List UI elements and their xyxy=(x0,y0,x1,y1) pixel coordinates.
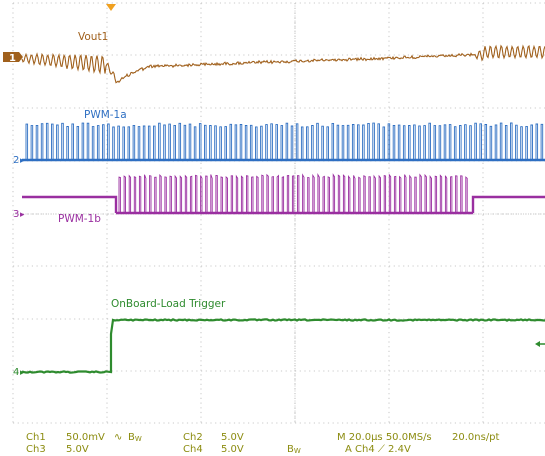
ch2-trace-label: PWM-1a xyxy=(84,109,127,121)
status-readout: Ch1 50.0mV ∿ BW Ch2 5.0V M 20.0µs 50.0MS… xyxy=(26,432,500,455)
ch3-pwm-1b-trace xyxy=(22,173,545,215)
ch3-pulses xyxy=(118,173,468,213)
trigger-readout: A Ch4 ⟋ 2.4V xyxy=(345,444,411,455)
ch2-marker-number: 2 xyxy=(13,155,19,166)
ch4-scale: 5.0V xyxy=(221,444,244,455)
ch4-marker-number: 4 xyxy=(13,367,19,378)
ch3-trace-label: PWM-1b xyxy=(58,213,101,225)
ch1-name: Ch1 xyxy=(26,432,46,443)
ch2-pwm-1a-trace xyxy=(22,122,545,162)
ch2-ground-marker[interactable]: 2 ▸ xyxy=(13,155,25,166)
ch2-marker-arrow-icon: ▸ xyxy=(20,156,25,166)
trigger-position-marker[interactable] xyxy=(106,4,116,11)
ch3-scale: 5.0V xyxy=(66,444,89,455)
timebase-readout: M 20.0µs 50.0MS/s xyxy=(337,432,432,443)
ch3-ground-marker[interactable]: 3 ▸ xyxy=(13,209,25,220)
ch1-ground-marker[interactable]: 1 xyxy=(3,52,23,64)
trigger-level-marker[interactable] xyxy=(535,341,545,347)
ch4-marker-arrow-icon: ▸ xyxy=(20,368,25,378)
ch3-marker-arrow-icon: ▸ xyxy=(20,210,25,220)
ch1-marker-number: 1 xyxy=(9,53,16,64)
ch3-name: Ch3 xyxy=(26,444,46,455)
ch2-scale: 5.0V xyxy=(221,432,244,443)
ch4-bandwidth-limit-icon: BW xyxy=(287,444,301,455)
ch2-name: Ch2 xyxy=(183,432,203,443)
ch3-high-after xyxy=(471,195,545,213)
ch3-high-before xyxy=(22,195,118,213)
ch2-pulses xyxy=(25,122,544,160)
resolution-readout: 20.0ns/pt xyxy=(452,432,500,443)
ch1-trace-label: Vout1 xyxy=(78,31,108,43)
ch4-name: Ch4 xyxy=(183,444,203,455)
ch1-coupling-icon: ∿ xyxy=(114,432,122,443)
ch1-vout1-trace xyxy=(21,44,545,84)
ch1-bandwidth-limit-icon: BW xyxy=(128,432,142,443)
ch4-onboard-load-trigger-trace xyxy=(21,318,545,374)
ch3-marker-number: 3 xyxy=(13,209,19,220)
ch4-ground-marker[interactable]: 4 ▸ xyxy=(13,367,25,378)
ch1-scale: 50.0mV xyxy=(66,432,105,443)
ch4-trace-label: OnBoard-Load Trigger xyxy=(111,298,226,310)
